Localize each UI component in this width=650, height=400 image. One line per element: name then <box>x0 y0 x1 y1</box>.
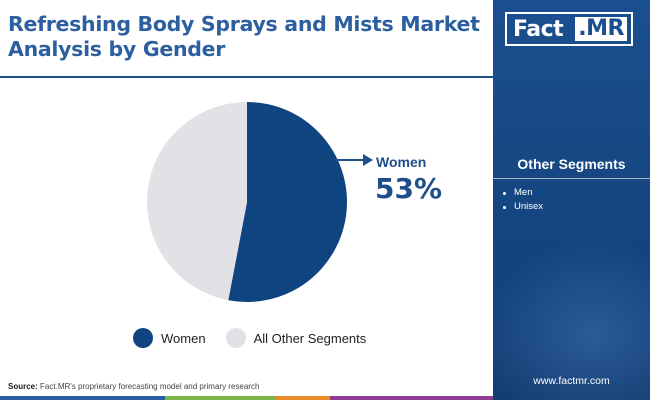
legend-swatch-women <box>133 328 153 348</box>
legend-label-other: All Other Segments <box>253 330 367 346</box>
website-url: www.factmr.com <box>533 375 610 387</box>
legend-label-women: Women <box>161 330 206 346</box>
logo-text-mr: .MR <box>575 17 627 41</box>
other-segments-list: Men Unisex <box>503 186 543 214</box>
source-note: Source: Fact.MR's proprietary forecastin… <box>8 382 259 391</box>
footer-bar-green <box>165 396 275 400</box>
pie-slice-all-other-segments <box>146 102 247 301</box>
factmr-logo: Fact .MR <box>505 12 633 46</box>
footer-color-bar <box>0 396 493 400</box>
footer-bar-orange <box>275 396 330 400</box>
callout-value: 53% <box>375 172 443 205</box>
panel-background-glow <box>493 240 650 400</box>
pie-chart <box>146 102 347 302</box>
segment-label-unisex: Unisex <box>514 201 544 212</box>
arrow-right-icon <box>335 154 373 166</box>
callout-label: Women <box>376 154 427 170</box>
pie-slice-women <box>228 102 347 302</box>
title-divider <box>0 76 493 78</box>
bullet-icon <box>503 205 506 209</box>
chart-legend: Women All Other Segments <box>133 328 386 348</box>
source-text: Fact.MR's proprietary forecasting model … <box>40 382 260 391</box>
footer-bar-purple <box>330 396 493 400</box>
bullet-icon <box>503 191 506 195</box>
segment-item-unisex: Unisex <box>503 200 543 214</box>
legend-item-other: All Other Segments <box>225 328 367 348</box>
side-panel: Fact .MR Other Segments Men Unisex www.f… <box>493 0 650 400</box>
segment-item-men: Men <box>503 186 543 200</box>
other-segments-heading: Other Segments <box>517 156 626 172</box>
legend-item-women: Women <box>133 328 206 348</box>
source-label: Source: <box>8 382 38 391</box>
logo-text-fact: Fact <box>513 16 564 42</box>
page-title: Refreshing Body Sprays and Mists Market … <box>8 12 480 61</box>
legend-swatch-other <box>225 328 246 348</box>
footer-bar-blue <box>0 396 165 400</box>
segment-label-men: Men <box>514 187 533 198</box>
other-segments-divider <box>493 178 650 179</box>
